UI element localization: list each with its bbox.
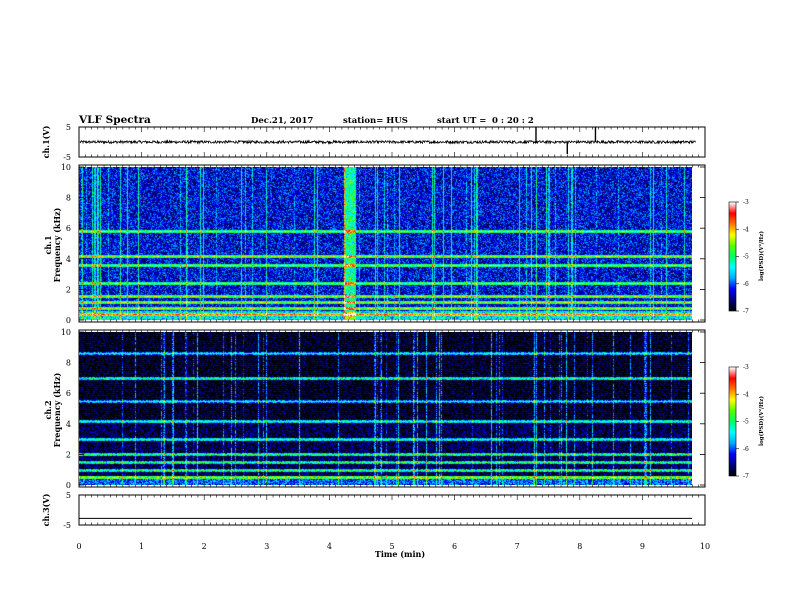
ch3-ylabel: ch.3(V) bbox=[41, 493, 51, 526]
spec-ytick-label: 2 bbox=[66, 450, 71, 459]
ch1-spec-yticks: 0 2 4 6 8 10 bbox=[61, 163, 705, 325]
x-tick-label: 3 bbox=[264, 542, 269, 551]
time-axis-labels: 0 1 2 3 4 5 6 7 8 9 10 bbox=[76, 542, 710, 551]
colorbar-tick-label: -5 bbox=[743, 419, 749, 426]
colorbar-tick-label: -4 bbox=[743, 226, 749, 233]
station-label: station= HUS bbox=[343, 116, 408, 126]
x-tick-label: 1 bbox=[139, 542, 144, 551]
spec-ytick-label: 6 bbox=[66, 389, 71, 398]
ch1-spectrogram-image bbox=[79, 167, 692, 320]
x-tick-label: 7 bbox=[515, 542, 520, 551]
ch3-ytick-top: 5 bbox=[66, 491, 71, 500]
start-ut-prefix: start UT = bbox=[437, 116, 486, 126]
ch1-colorbar-ticks: -3 -4 -5 -6 -7 bbox=[736, 199, 749, 315]
ch1-ylabel: ch.1(V) bbox=[41, 125, 51, 158]
spec-ytick-label: 6 bbox=[66, 224, 71, 233]
ch1-colorbar bbox=[729, 202, 736, 311]
x-tick-label: 6 bbox=[452, 542, 457, 551]
ch1-colorbar-label: log(PSD)(V²/Hz) bbox=[758, 231, 765, 281]
colorbar-tick-label: -3 bbox=[743, 199, 749, 206]
ch3-ytick-bottom: -5 bbox=[63, 521, 71, 530]
x-tick-label: 8 bbox=[577, 542, 582, 551]
x-tick-label: 4 bbox=[327, 542, 332, 551]
spec-ytick-label: 10 bbox=[61, 328, 71, 337]
x-tick-label: 9 bbox=[640, 542, 645, 551]
colorbar-tick-label: -4 bbox=[743, 391, 749, 398]
spec-ytick-label: 8 bbox=[66, 194, 71, 203]
colorbar-tick-label: -3 bbox=[743, 364, 749, 371]
ch1-channel-label: ch.1 bbox=[43, 235, 53, 254]
ch1-waveform-path bbox=[79, 139, 696, 145]
colorbar-tick-label: -6 bbox=[743, 446, 749, 453]
spec-ytick-label: 0 bbox=[66, 316, 71, 325]
colorbar-tick-label: -6 bbox=[743, 281, 749, 288]
ch2-spectrogram-image bbox=[79, 332, 692, 485]
spec-ytick-label: 10 bbox=[61, 163, 71, 172]
ch1-freq-label: Frequency (kHz) bbox=[52, 207, 62, 282]
x-tick-label: 0 bbox=[76, 542, 81, 551]
spec-ytick-label: 2 bbox=[66, 285, 71, 294]
ch2-colorbar-label: log(PSD)(V²/Hz) bbox=[758, 396, 765, 446]
colorbar-tick-label: -7 bbox=[743, 473, 749, 480]
spec-ytick-label: 8 bbox=[66, 359, 71, 368]
figure-title: VLF Spectra bbox=[78, 114, 151, 126]
ch1-ytick-bottom: -5 bbox=[63, 153, 71, 162]
start-ut-value: 0 : 20 : 2 bbox=[492, 116, 534, 126]
x-axis-title: Time (min) bbox=[375, 549, 425, 559]
ch2-spec-yticks: 0 2 4 6 8 10 bbox=[61, 328, 705, 490]
date-label: Dec.21, 2017 bbox=[251, 116, 313, 126]
spec-ytick-label: 0 bbox=[66, 481, 71, 490]
spec-ytick-label: 4 bbox=[66, 255, 71, 264]
colorbar-tick-label: -7 bbox=[743, 308, 749, 315]
ch2-colorbar bbox=[729, 367, 736, 476]
ch2-freq-label: Frequency (kHz) bbox=[52, 372, 62, 447]
ch2-channel-label: ch.2 bbox=[43, 400, 53, 419]
x-tick-label: 10 bbox=[700, 542, 710, 551]
x-tick-label: 2 bbox=[202, 542, 207, 551]
time-axis-ticks bbox=[78, 127, 706, 525]
colorbar-tick-label: -5 bbox=[743, 254, 749, 261]
x-tick-label: 5 bbox=[389, 542, 394, 551]
spec-ytick-label: 4 bbox=[66, 420, 71, 429]
ch2-colorbar-ticks: -3 -4 -5 -6 -7 bbox=[736, 364, 749, 480]
ch1-ytick-top: 5 bbox=[66, 123, 71, 132]
